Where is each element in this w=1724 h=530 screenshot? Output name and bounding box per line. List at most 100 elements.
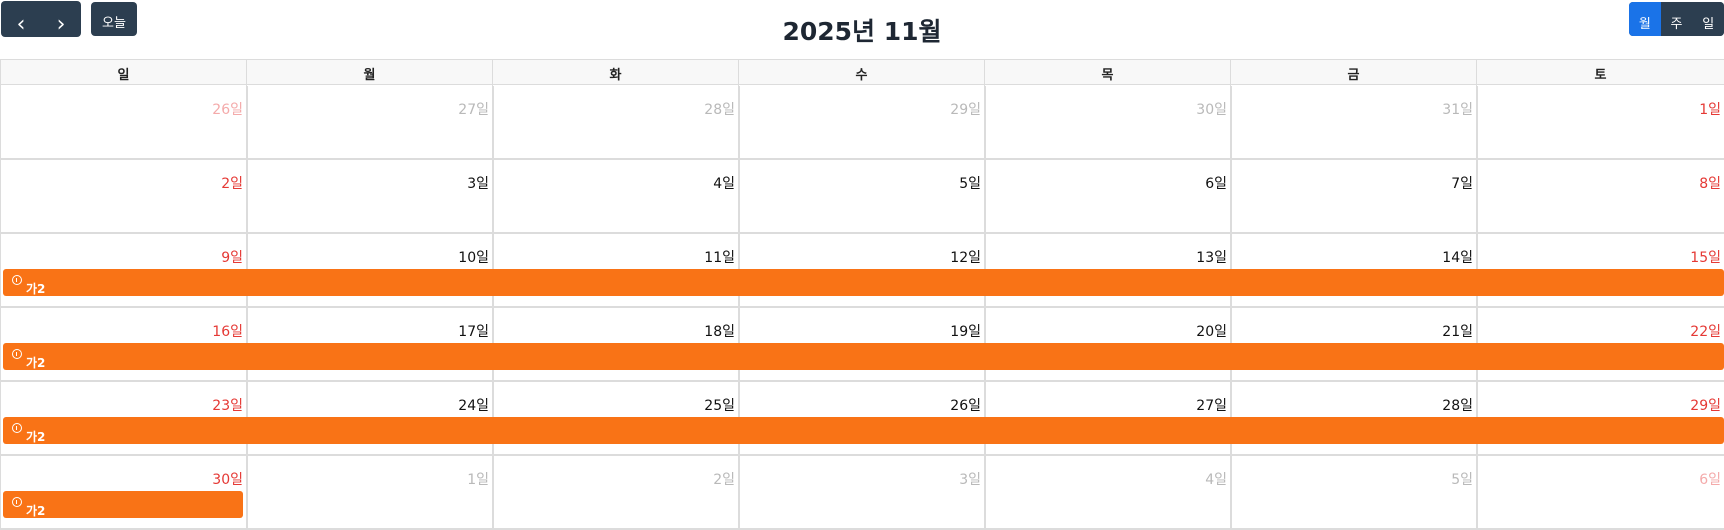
day-number[interactable]: 22일 xyxy=(1690,324,1721,340)
day-number[interactable]: 13일 xyxy=(1196,250,1227,266)
event-bar[interactable]: 가2 xyxy=(3,491,243,518)
day-cell[interactable]: 29일 xyxy=(738,86,984,158)
day-cell[interactable]: 8일 xyxy=(1476,160,1724,232)
alert-circle-icon xyxy=(12,349,22,359)
day-cell[interactable]: 1일 xyxy=(1476,86,1724,158)
view-week-button[interactable]: 주 xyxy=(1660,2,1693,36)
day-number[interactable]: 3일 xyxy=(467,176,489,192)
weekday-header-cell: 목 xyxy=(984,60,1230,86)
day-cell[interactable]: 31일 xyxy=(1230,86,1476,158)
calendar-title: 2025년 11월 xyxy=(782,17,942,46)
day-number[interactable]: 5일 xyxy=(959,176,981,192)
day-number[interactable]: 5일 xyxy=(1451,472,1473,488)
day-cell[interactable]: 9일 xyxy=(0,234,246,306)
day-number[interactable]: 25일 xyxy=(704,398,735,414)
day-number[interactable]: 23일 xyxy=(212,398,243,414)
alert-circle-icon xyxy=(12,497,22,507)
day-number[interactable]: 24일 xyxy=(458,398,489,414)
day-number[interactable]: 12일 xyxy=(950,250,981,266)
day-number[interactable]: 29일 xyxy=(950,102,981,118)
view-month-button[interactable]: 월 xyxy=(1629,2,1661,36)
day-number[interactable]: 14일 xyxy=(1442,250,1473,266)
day-number[interactable]: 9일 xyxy=(221,250,243,266)
calendar-toolbar: ‹ › 오늘 2025년 11월 월 주 일 xyxy=(0,0,1724,58)
day-cell[interactable]: 23일 xyxy=(0,382,246,454)
day-cell[interactable]: 6일 xyxy=(984,160,1230,232)
day-cell[interactable]: 7일 xyxy=(1230,160,1476,232)
day-number[interactable]: 26일 xyxy=(212,102,243,118)
weekday-header-cell: 일 xyxy=(0,60,246,86)
day-number[interactable]: 1일 xyxy=(467,472,489,488)
day-number[interactable]: 2일 xyxy=(713,472,735,488)
day-cell[interactable]: 3일 xyxy=(738,456,984,528)
day-number[interactable]: 8일 xyxy=(1699,176,1721,192)
day-cell[interactable]: 4일 xyxy=(492,160,738,232)
day-number[interactable]: 18일 xyxy=(704,324,735,340)
alert-circle-icon xyxy=(12,275,22,285)
weekday-header-cell: 토 xyxy=(1476,60,1724,86)
day-cell[interactable]: 6일 xyxy=(1476,456,1724,528)
day-cell[interactable]: 2일 xyxy=(0,160,246,232)
day-number[interactable]: 21일 xyxy=(1442,324,1473,340)
day-number[interactable]: 28일 xyxy=(704,102,735,118)
day-cell[interactable]: 30일 xyxy=(984,86,1230,158)
day-cell[interactable]: 27일 xyxy=(246,86,492,158)
day-cell[interactable]: 4일 xyxy=(984,456,1230,528)
day-cell[interactable]: 5일 xyxy=(1230,456,1476,528)
weekday-header-cell: 금 xyxy=(1230,60,1476,86)
day-number[interactable]: 4일 xyxy=(713,176,735,192)
day-number[interactable]: 26일 xyxy=(950,398,981,414)
week-row: 30일 1일 2일 3일 4일 5일 6일 xyxy=(0,456,1724,530)
day-cell[interactable]: 26일 xyxy=(0,86,246,158)
day-number[interactable]: 2일 xyxy=(221,176,243,192)
day-number[interactable]: 11일 xyxy=(704,250,735,266)
today-button[interactable]: 오늘 xyxy=(91,2,137,36)
prev-month-button[interactable]: ‹ xyxy=(1,1,41,37)
next-month-button[interactable]: › xyxy=(41,1,81,37)
day-number[interactable]: 4일 xyxy=(1205,472,1227,488)
event-title: 가2 xyxy=(26,504,46,518)
day-cell[interactable]: 5일 xyxy=(738,160,984,232)
day-number[interactable]: 10일 xyxy=(458,250,489,266)
day-number[interactable]: 31일 xyxy=(1442,102,1473,118)
view-switcher: 월 주 일 xyxy=(1629,2,1724,36)
day-number[interactable]: 19일 xyxy=(950,324,981,340)
day-number[interactable]: 17일 xyxy=(458,324,489,340)
event-bar[interactable]: 가2 xyxy=(3,269,1724,296)
week-row: 16일 17일 18일 19일 20일 21일 22일 xyxy=(0,308,1724,382)
event-title: 가2 xyxy=(26,430,46,444)
day-cell[interactable]: 2일 xyxy=(492,456,738,528)
day-cell[interactable]: 1일 xyxy=(246,456,492,528)
day-number[interactable]: 30일 xyxy=(1196,102,1227,118)
day-number[interactable]: 27일 xyxy=(458,102,489,118)
day-number[interactable]: 20일 xyxy=(1196,324,1227,340)
day-number[interactable]: 6일 xyxy=(1205,176,1227,192)
day-cell[interactable]: 28일 xyxy=(492,86,738,158)
weekday-header-cell: 월 xyxy=(246,60,492,86)
week-row: 2일 3일 4일 5일 6일 7일 8일 xyxy=(0,160,1724,234)
event-title: 가2 xyxy=(26,356,46,370)
day-number[interactable]: 29일 xyxy=(1690,398,1721,414)
event-title: 가2 xyxy=(26,282,46,296)
event-bar[interactable]: 가2 xyxy=(3,417,1724,444)
day-cell[interactable]: 3일 xyxy=(246,160,492,232)
day-number[interactable]: 28일 xyxy=(1442,398,1473,414)
alert-circle-icon xyxy=(12,423,22,433)
weekday-header-cell: 수 xyxy=(738,60,984,86)
weekday-header-cell: 화 xyxy=(492,60,738,86)
day-number[interactable]: 15일 xyxy=(1690,250,1721,266)
day-cell[interactable]: 16일 xyxy=(0,308,246,380)
day-number[interactable]: 1일 xyxy=(1699,102,1721,118)
day-number[interactable]: 7일 xyxy=(1451,176,1473,192)
week-row: 26일 27일 28일 29일 30일 31일 1일 xyxy=(0,86,1724,160)
day-number[interactable]: 6일 xyxy=(1699,472,1721,488)
day-number[interactable]: 27일 xyxy=(1196,398,1227,414)
day-cell[interactable]: 30일 xyxy=(0,456,246,528)
day-number[interactable]: 3일 xyxy=(959,472,981,488)
day-number[interactable]: 16일 xyxy=(212,324,243,340)
day-number[interactable]: 30일 xyxy=(212,472,243,488)
event-bar[interactable]: 가2 xyxy=(3,343,1724,370)
view-day-button[interactable]: 일 xyxy=(1692,2,1724,36)
